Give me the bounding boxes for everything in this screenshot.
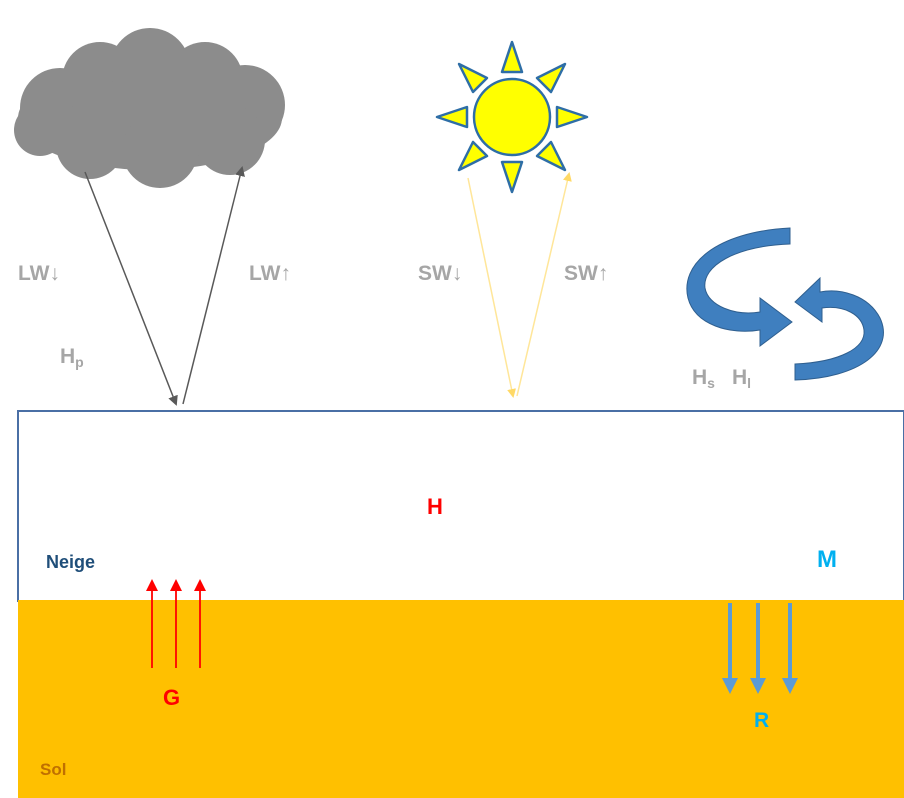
r-label: R (754, 709, 770, 732)
h-label: H (427, 494, 443, 519)
sw-up-label: SW↑ (564, 262, 609, 285)
hl-label: Hl (732, 366, 751, 391)
neige-label: Neige (46, 552, 96, 572)
sw-down-label: SW↓ (418, 262, 463, 285)
runoff-arrows (722, 603, 798, 694)
hl-sub: l (747, 375, 752, 391)
hl-base: H (732, 366, 748, 389)
hs-sub: s (707, 375, 715, 391)
lw-up-label: LW↑ (249, 262, 291, 285)
hp-sub: p (75, 354, 84, 370)
hs-label: Hs (692, 366, 715, 391)
sw-down-arrow (467, 177, 516, 398)
lw-up-arrow (182, 166, 245, 405)
sw-up-arrow (516, 172, 572, 397)
snow-layer (17, 410, 904, 602)
lw-down-arrow (84, 171, 178, 406)
sun-icon (435, 40, 589, 194)
g-label: G (163, 685, 181, 710)
hp-label: Hp (60, 345, 84, 370)
ground-heat-flux-arrows (146, 579, 206, 668)
turbulent-flux-icon (686, 227, 884, 381)
m-label: M (817, 546, 837, 573)
lw-down-label: LW↓ (18, 262, 60, 285)
hp-base: H (60, 345, 76, 368)
hs-base: H (692, 366, 708, 389)
soil-layer (18, 600, 904, 798)
cloud-icon (14, 28, 285, 188)
sol-label: Sol (40, 760, 67, 779)
